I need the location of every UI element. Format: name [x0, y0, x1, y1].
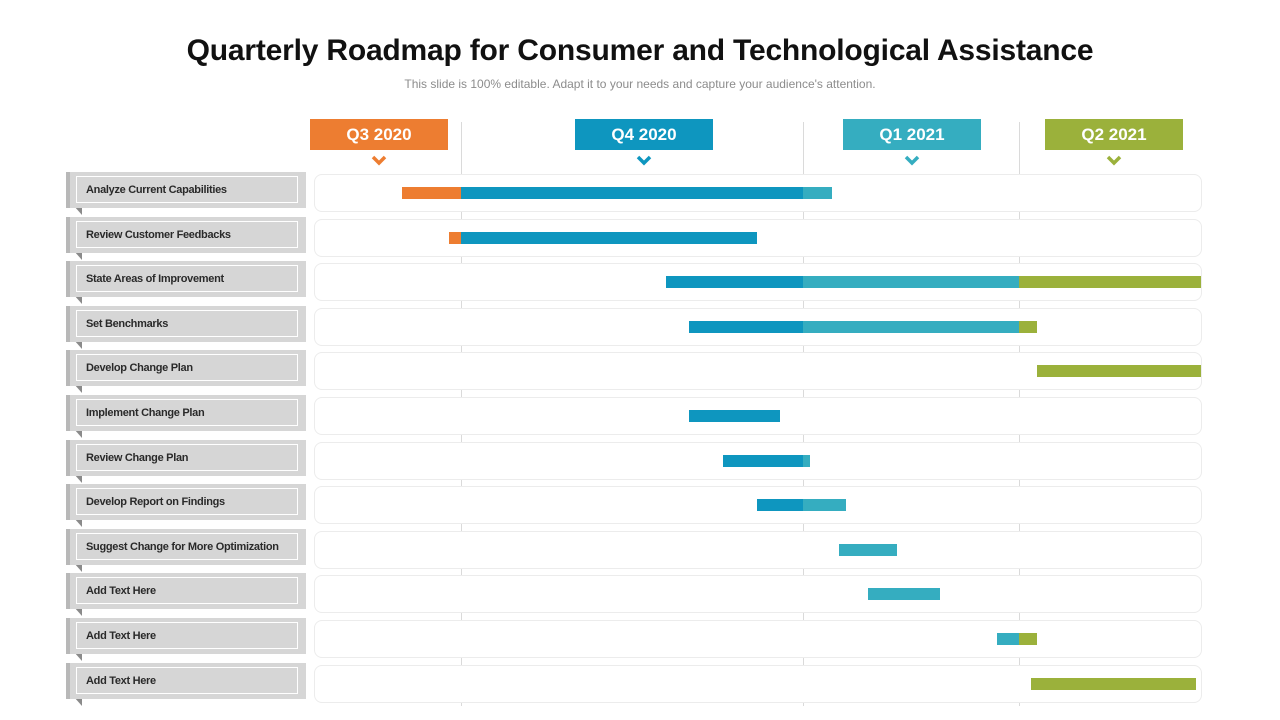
task-label: Add Text Here — [76, 622, 298, 649]
task-bar-segment — [448, 232, 461, 244]
task-bar-segment — [1019, 321, 1038, 333]
task-label: Set Benchmarks — [76, 310, 298, 337]
chevron-down-icon — [371, 155, 387, 166]
page-subtitle: This slide is 100% editable. Adapt it to… — [404, 77, 876, 91]
task-label-box: Implement Change Plan — [70, 395, 306, 431]
task-row-track — [314, 575, 1202, 613]
label-tab-fold — [74, 295, 82, 304]
quarter-header-q2-2021: Q2 2021 — [1045, 119, 1183, 150]
task-label: Add Text Here — [76, 667, 298, 694]
task-label: Review Change Plan — [76, 444, 298, 471]
task-bar-segment — [1019, 276, 1201, 288]
task-label-box: Suggest Change for More Optimization — [70, 529, 306, 565]
task-label-box: Develop Change Plan — [70, 350, 306, 386]
task-label: Review Customer Feedbacks — [76, 221, 298, 248]
label-tab-fold — [74, 206, 82, 215]
label-tab-fold — [74, 518, 82, 527]
chevron-down-icon — [904, 155, 920, 166]
task-label-box: Add Text Here — [70, 663, 306, 699]
quarter-header-q4-2020: Q4 2020 — [575, 119, 713, 150]
label-tab-fold — [74, 340, 82, 349]
task-label: Analyze Current Capabilities — [76, 176, 298, 203]
task-label-box: Review Customer Feedbacks — [70, 217, 306, 253]
task-bar-segment — [803, 276, 1019, 288]
task-bar-segment — [867, 588, 940, 600]
label-tab-fold — [74, 474, 82, 483]
label-tab-fold — [74, 652, 82, 661]
task-label: Add Text Here — [76, 577, 298, 604]
task-label: Suggest Change for More Optimization — [76, 533, 298, 560]
chevron-down-icon — [636, 155, 652, 166]
task-label-box: Add Text Here — [70, 573, 306, 609]
quarter-header-q1-2021: Q1 2021 — [843, 119, 981, 150]
task-bar-segment — [997, 633, 1019, 645]
task-bar-segment — [1019, 633, 1038, 645]
task-label: Implement Change Plan — [76, 399, 298, 426]
task-label-box: Add Text Here — [70, 618, 306, 654]
task-row-track — [314, 620, 1202, 658]
task-bar-segment — [839, 544, 897, 556]
task-label-box: Set Benchmarks — [70, 306, 306, 342]
label-tab-fold — [74, 563, 82, 572]
task-bar-segment — [689, 410, 781, 422]
task-bar-segment — [723, 455, 803, 467]
quarter-header-q3-2020: Q3 2020 — [310, 119, 448, 150]
task-bar-segment — [757, 499, 803, 511]
task-label: State Areas of Improvement — [76, 265, 298, 292]
task-bar-segment — [803, 321, 1019, 333]
task-label: Develop Report on Findings — [76, 488, 298, 515]
task-bar-segment — [1037, 365, 1201, 377]
page-title: Quarterly Roadmap for Consumer and Techn… — [186, 34, 1094, 67]
task-label-box: Develop Report on Findings — [70, 484, 306, 520]
label-tab-fold — [74, 251, 82, 260]
task-row-track — [314, 219, 1202, 257]
task-bar-segment — [461, 232, 758, 244]
task-label-box: Review Change Plan — [70, 440, 306, 476]
task-bar-segment — [461, 187, 803, 199]
task-bar-segment — [803, 187, 832, 199]
task-bar-segment — [803, 499, 847, 511]
label-tab-fold — [74, 429, 82, 438]
task-bar-segment — [1031, 678, 1196, 690]
label-tab-fold — [74, 384, 82, 393]
task-bar-segment — [689, 321, 803, 333]
chevron-down-icon — [1106, 155, 1122, 166]
task-bar-segment — [666, 276, 803, 288]
task-label-box: Analyze Current Capabilities — [70, 172, 306, 208]
label-tab-fold — [74, 607, 82, 616]
task-label: Develop Change Plan — [76, 354, 298, 381]
task-row-track — [314, 531, 1202, 569]
task-label-box: State Areas of Improvement — [70, 261, 306, 297]
task-bar-segment — [402, 187, 461, 199]
label-tab-fold — [74, 697, 82, 706]
task-bar-segment — [803, 455, 811, 467]
